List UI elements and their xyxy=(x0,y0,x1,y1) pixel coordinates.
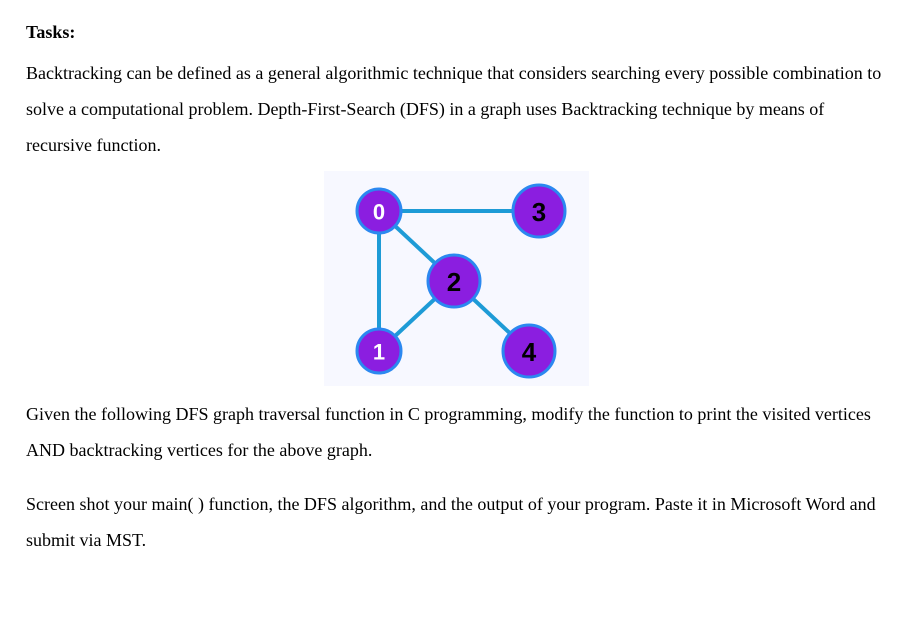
node-label-1: 1 xyxy=(373,340,385,365)
paragraph-1: Backtracking can be defined as a general… xyxy=(26,55,887,163)
node-label-2: 2 xyxy=(447,267,461,297)
dfs-graph: 0 3 2 1 4 xyxy=(324,171,589,386)
graph-container: 0 3 2 1 4 xyxy=(26,171,887,386)
node-label-0: 0 xyxy=(373,200,385,225)
paragraph-2: Given the following DFS graph traversal … xyxy=(26,396,887,468)
paragraph-3: Screen shot your main( ) function, the D… xyxy=(26,486,887,558)
node-label-3: 3 xyxy=(532,197,546,227)
tasks-heading: Tasks: xyxy=(26,22,887,43)
node-label-4: 4 xyxy=(522,337,537,367)
